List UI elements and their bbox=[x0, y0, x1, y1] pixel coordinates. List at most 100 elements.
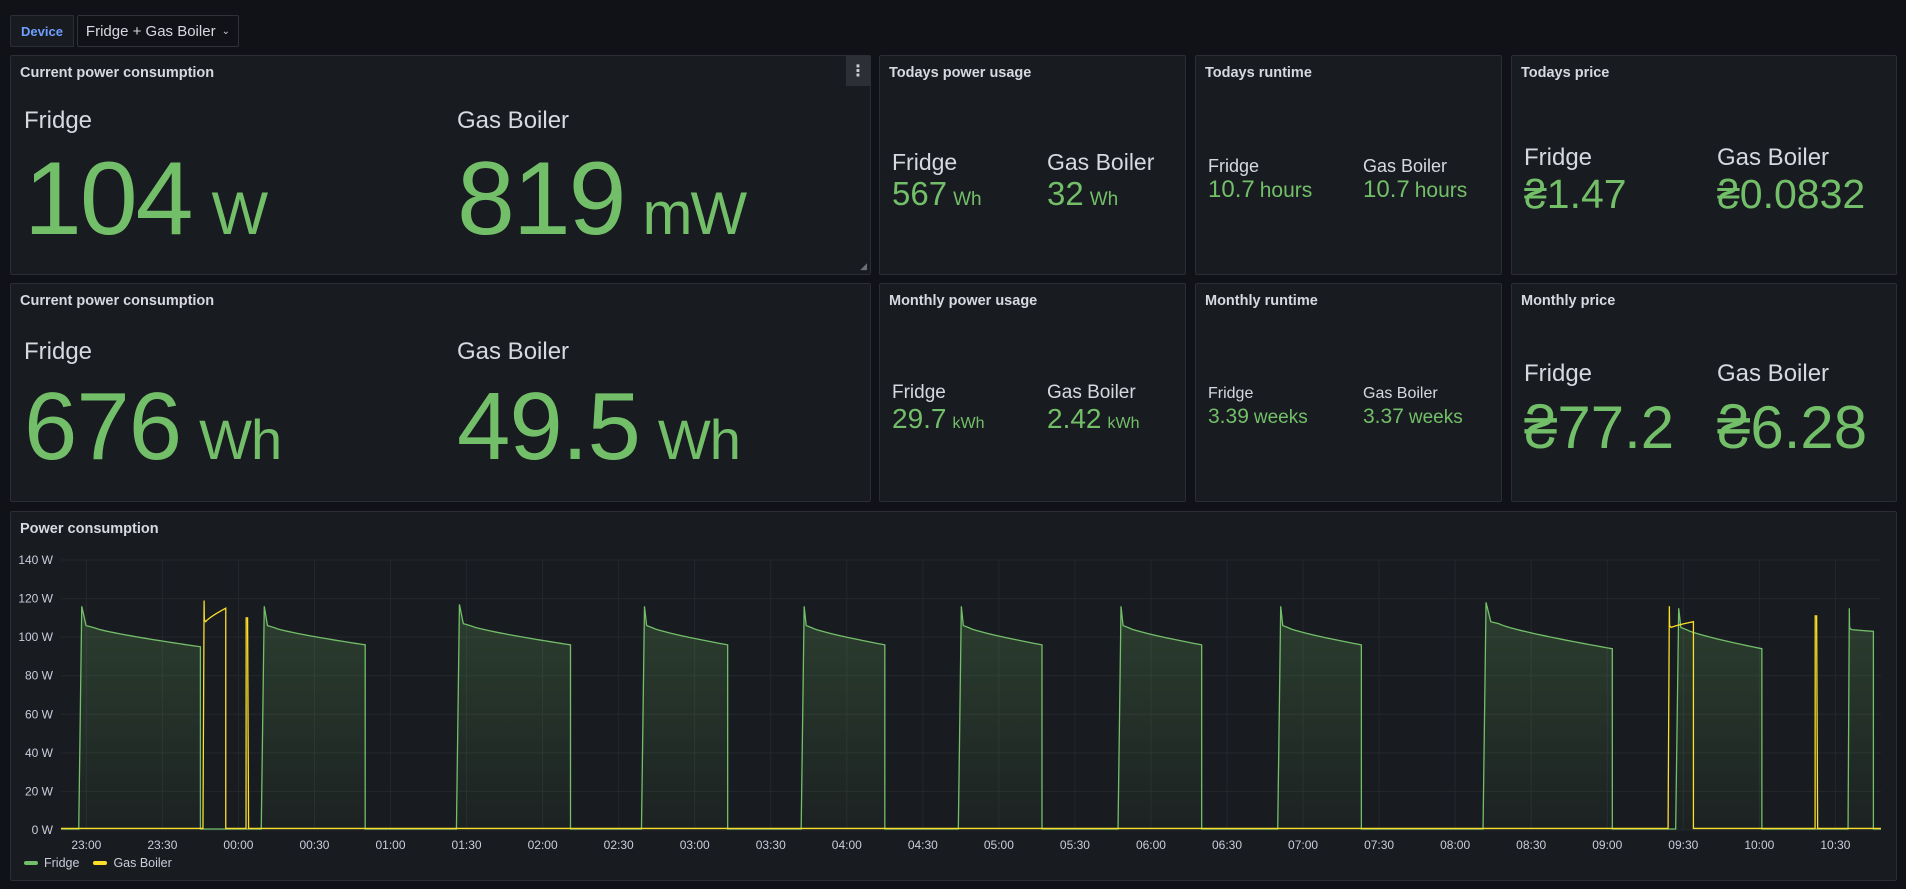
stat-value: 3.37 weeks bbox=[1363, 405, 1463, 428]
panel-power-consumption-chart[interactable]: Power consumption 0 W 20 W 40 W 60 W 80 W 100… bbox=[10, 511, 1897, 881]
stat-name: Fridge bbox=[892, 149, 958, 175]
x-tick-label: 09:00 bbox=[1592, 838, 1622, 852]
x-tick-label: 09:30 bbox=[1668, 838, 1698, 852]
x-tick-label: 06:30 bbox=[1212, 838, 1242, 852]
x-tick-label: 23:30 bbox=[147, 838, 177, 852]
panel-monthly-runtime[interactable]: Monthly runtime Fridge 3.39 weeks Gas Boi… bbox=[1195, 283, 1502, 502]
stat-name: Fridge bbox=[892, 382, 946, 403]
stat-name: Fridge bbox=[1208, 156, 1260, 176]
panel-title: Todays power usage bbox=[889, 65, 1032, 81]
y-tick-label: 80 W bbox=[25, 669, 54, 683]
stat-value: 3.39 weeks bbox=[1208, 405, 1308, 428]
x-tick-label: 00:00 bbox=[223, 838, 253, 852]
panel-title: Todays price bbox=[1521, 65, 1610, 81]
resize-handle-icon[interactable]: ◢ bbox=[860, 261, 867, 271]
x-tick-label: 08:30 bbox=[1516, 838, 1546, 852]
stat-name: Fridge bbox=[24, 107, 93, 134]
panel-title: Monthly price bbox=[1521, 293, 1616, 309]
stat-fridge: Fridge ₴77.2 bbox=[1524, 362, 1674, 458]
stat-name: Fridge bbox=[1524, 360, 1593, 387]
x-tick-label: 07:00 bbox=[1288, 838, 1318, 852]
stat-fridge: Fridge 29.7 kWh bbox=[892, 383, 985, 433]
stat-gas-boiler: Gas Boiler 10.7 hours bbox=[1363, 157, 1467, 202]
series-fridge-line bbox=[61, 602, 1881, 830]
y-tick-label: 100 W bbox=[18, 630, 53, 644]
x-tick-label: 23:00 bbox=[71, 838, 101, 852]
x-tick-label: 04:30 bbox=[908, 838, 938, 852]
x-tick-label: 07:30 bbox=[1364, 838, 1394, 852]
stat-value: ₴6.28 bbox=[1717, 394, 1868, 461]
x-tick-label: 10:00 bbox=[1744, 838, 1774, 852]
stat-gas-boiler: Gas Boiler 49.5 Wh bbox=[457, 338, 741, 480]
y-tick-label: 60 W bbox=[25, 707, 54, 721]
panel-title: Power consumption bbox=[20, 521, 159, 537]
stat-value: 32 Wh bbox=[1047, 175, 1119, 212]
panel-todays-price[interactable]: Todays price Fridge ₴1.47 Gas Boiler ₴0.… bbox=[1511, 55, 1897, 275]
panel-title: Todays runtime bbox=[1205, 65, 1312, 81]
stat-value: 29.7 kWh bbox=[892, 403, 985, 434]
device-variable-select[interactable]: Fridge + Gas Boiler ⌄ bbox=[76, 15, 239, 47]
stat-fridge: Fridge 10.7 hours bbox=[1208, 157, 1312, 202]
y-tick-label: 140 W bbox=[18, 553, 53, 567]
stat-name: Fridge bbox=[24, 338, 93, 365]
stat-value: 676 Wh bbox=[24, 373, 282, 480]
stat-value: 49.5 Wh bbox=[457, 373, 741, 480]
stat-name: Gas Boiler bbox=[1363, 385, 1438, 402]
series-gas-boiler-line bbox=[61, 600, 1881, 830]
x-tick-label: 01:30 bbox=[452, 838, 482, 852]
x-tick-label: 05:30 bbox=[1060, 838, 1090, 852]
stat-name: Fridge bbox=[1208, 385, 1254, 402]
stat-name: Gas Boiler bbox=[1717, 360, 1830, 387]
chart-legend: Fridge Gas Boiler bbox=[24, 856, 172, 870]
variable-bar: Device Fridge + Gas Boiler ⌄ bbox=[10, 15, 239, 47]
x-tick-label: 03:00 bbox=[680, 838, 710, 852]
stat-value: 819 mW bbox=[457, 141, 747, 257]
y-tick-label: 0 W bbox=[32, 823, 54, 837]
device-variable-value: Fridge + Gas Boiler bbox=[85, 22, 216, 40]
panel-current-energy[interactable]: Current power consumption Fridge 676 Wh G… bbox=[10, 283, 871, 502]
stat-name: Gas Boiler bbox=[1363, 156, 1448, 176]
stat-value: 10.7 hours bbox=[1208, 176, 1313, 203]
stat-gas-boiler: Gas Boiler ₴0.0832 bbox=[1717, 146, 1865, 215]
legend-swatch bbox=[24, 861, 38, 865]
panel-monthly-price[interactable]: Monthly price Fridge ₴77.2 Gas Boiler ₴6… bbox=[1511, 283, 1897, 502]
x-tick-label: 02:00 bbox=[528, 838, 558, 852]
x-tick-label: 06:00 bbox=[1136, 838, 1166, 852]
stat-fridge: Fridge ₴1.47 bbox=[1524, 146, 1627, 215]
stat-name: Gas Boiler bbox=[457, 107, 570, 134]
stat-name: Fridge bbox=[1524, 144, 1593, 171]
panel-todays-usage[interactable]: Todays power usage Fridge 567 Wh Gas Boil… bbox=[879, 55, 1186, 275]
panel-monthly-usage[interactable]: Monthly power usage Fridge 29.7 kWh Gas B… bbox=[879, 283, 1186, 502]
stat-value: ₴0.0832 bbox=[1717, 171, 1866, 217]
stat-name: Gas Boiler bbox=[1047, 382, 1136, 403]
stat-gas-boiler: Gas Boiler 2.42 kWh bbox=[1047, 383, 1140, 433]
stat-name: Gas Boiler bbox=[1717, 144, 1830, 171]
stat-value: 104 W bbox=[24, 141, 268, 257]
panel-menu-icon[interactable]: ⋮ bbox=[846, 56, 870, 86]
legend-item-fridge[interactable]: Fridge bbox=[24, 856, 79, 870]
x-tick-label: 00:30 bbox=[299, 838, 329, 852]
x-tick-label: 03:30 bbox=[756, 838, 786, 852]
stat-gas-boiler: Gas Boiler 32 Wh bbox=[1047, 149, 1155, 212]
stat-value: 2.42 kWh bbox=[1047, 403, 1140, 434]
series-fridge-area bbox=[61, 602, 1881, 830]
y-tick-label: 40 W bbox=[25, 746, 54, 760]
stat-value: ₴77.2 bbox=[1524, 394, 1675, 461]
legend-item-gas-boiler[interactable]: Gas Boiler bbox=[93, 856, 172, 870]
panel-title: Monthly power usage bbox=[889, 293, 1038, 309]
stat-name: Gas Boiler bbox=[457, 338, 570, 365]
x-tick-label: 08:00 bbox=[1440, 838, 1470, 852]
x-tick-label: 05:00 bbox=[984, 838, 1014, 852]
stat-fridge: Fridge 104 W bbox=[24, 107, 268, 257]
y-tick-label: 120 W bbox=[18, 592, 53, 606]
legend-label: Gas Boiler bbox=[113, 856, 172, 870]
x-tick-label: 02:30 bbox=[604, 838, 634, 852]
panel-current-power[interactable]: Current power consumption ⋮ Fridge 104 W … bbox=[10, 55, 871, 275]
panel-todays-runtime[interactable]: Todays runtime Fridge 10.7 hours Gas Boil… bbox=[1195, 55, 1502, 275]
power-consumption-chart[interactable]: 0 W 20 W 40 W 60 W 80 W 100 W 120 W 140 W 23:00 2… bbox=[11, 512, 1897, 852]
stat-fridge: Fridge 567 Wh bbox=[892, 149, 982, 211]
stat-gas-boiler: Gas Boiler ₴6.28 bbox=[1717, 362, 1867, 458]
x-tick-label: 04:00 bbox=[832, 838, 862, 852]
stat-name: Gas Boiler bbox=[1047, 149, 1155, 175]
y-tick-label: 20 W bbox=[25, 784, 54, 798]
